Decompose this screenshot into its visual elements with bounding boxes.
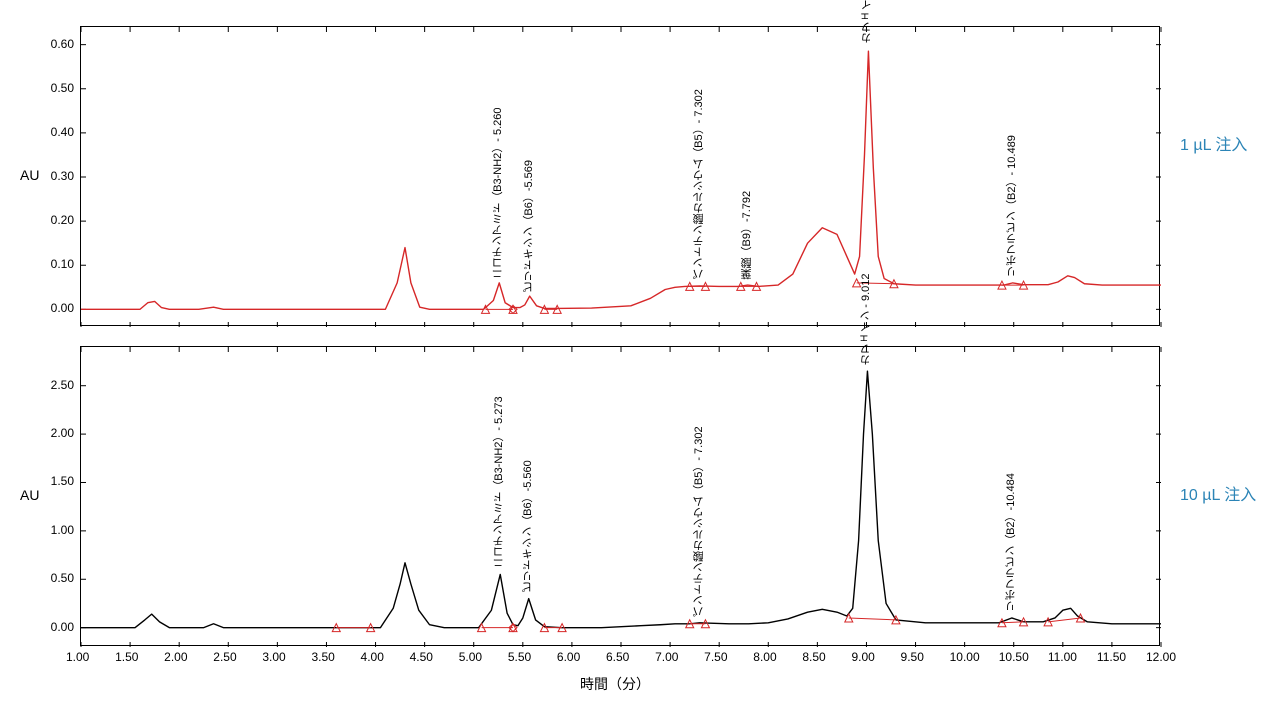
y-tick-label: 0.40 [51,125,74,139]
y-tick-label: 1.00 [51,523,74,537]
x-tick-label: 3.50 [311,650,334,664]
top-y-axis-label: AU [20,167,39,183]
peak-label: カフェイン - 9.012 [860,269,873,366]
x-tick-label: 8.50 [802,650,825,664]
x-tick-label: 8.00 [753,650,776,664]
y-tick-label: 0.00 [51,301,74,315]
x-tick-label: 10.00 [950,650,980,664]
x-tick-label: 9.00 [851,650,874,664]
peak-label: リボフラビン（B2）- 10.489 [1006,52,1019,277]
y-tick-label: 0.60 [51,37,74,51]
peak-label: パントテン酸カルシウム（B5）- 7.302 [693,351,706,617]
peak-label: ピリドキシン（B6）-5.560 [522,380,535,593]
x-tick-label: 5.50 [508,650,531,664]
y-tick-label: 1.50 [51,474,74,488]
bottom-side-label: 10 µL 注入 [1180,481,1256,505]
peak-label: カフェイン - 9.020 [861,0,874,44]
x-tick-label: 7.50 [704,650,727,664]
x-tick-label: 11.50 [1097,650,1126,664]
peak-label: 葉酸（B9）-7.792 [741,92,754,280]
x-tick-label: 1.00 [66,650,89,664]
y-tick-label: 0.50 [51,571,74,585]
x-tick-label: 2.50 [213,650,236,664]
x-tick-label: 12.00 [1146,650,1176,664]
x-axis-label: 時間（分） [580,674,650,694]
peak-label: パントテン酸カルシウム（B5）- 7.302 [693,35,706,280]
figure-wrap: AU 1 µL 注入 AU 10 µL 注入 時間（分） 0.00 0.10 0.2… [0,0,1280,718]
x-tick-label: 6.00 [557,650,580,664]
y-tick-label: 2.00 [51,426,74,440]
x-tick-label: 4.00 [361,650,384,664]
x-tick-label: 4.50 [410,650,433,664]
x-tick-label: 9.50 [901,650,924,664]
peak-label: リボフラビン（B2）-10.484 [1005,370,1018,612]
top-chromatogram-panel [80,26,1160,326]
bottom-chromatogram-panel [80,346,1160,646]
y-tick-label: 0.20 [51,213,74,227]
x-tick-label: 7.00 [655,650,678,664]
x-tick-label: 5.00 [459,650,482,664]
y-tick-label: 0.50 [51,81,74,95]
x-tick-label: 11.00 [1048,650,1077,664]
y-tick-label: 0.10 [51,257,74,271]
x-tick-label: 3.00 [262,650,285,664]
y-tick-label: 2.50 [51,378,74,392]
peak-label: ニコチンアミド（B3-NH2）- 5.273 [493,351,506,569]
bottom-y-axis-label: AU [20,487,39,503]
peak-label: ニコチンアミド（B3-NH2）- 5.260 [492,35,505,280]
x-tick-label: 10.50 [999,650,1029,664]
y-tick-label: 0.30 [51,169,74,183]
x-tick-label: 2.00 [164,650,187,664]
peak-label: ピリドキシン（B6）-5.569 [523,61,536,293]
y-tick-label: 0.00 [51,620,74,634]
x-tick-label: 1.50 [115,650,138,664]
x-tick-label: 6.50 [606,650,629,664]
top-side-label: 1 µL 注入 [1180,131,1247,155]
